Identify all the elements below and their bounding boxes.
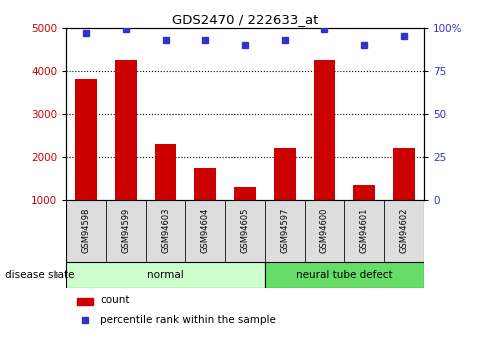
Bar bbox=[195, 168, 216, 200]
Bar bbox=[66, 200, 106, 262]
Text: GSM94605: GSM94605 bbox=[241, 207, 249, 253]
Bar bbox=[154, 144, 176, 200]
Text: count: count bbox=[100, 296, 130, 305]
Title: GDS2470 / 222633_at: GDS2470 / 222633_at bbox=[172, 13, 318, 27]
Bar bbox=[106, 200, 146, 262]
Bar bbox=[185, 200, 225, 262]
Bar bbox=[265, 200, 305, 262]
Bar bbox=[305, 200, 344, 262]
Text: GSM94599: GSM94599 bbox=[121, 207, 130, 253]
Bar bbox=[77, 298, 93, 305]
Bar bbox=[384, 200, 424, 262]
Bar bbox=[115, 60, 137, 200]
Text: percentile rank within the sample: percentile rank within the sample bbox=[100, 315, 276, 325]
Bar bbox=[314, 60, 336, 200]
Text: GSM94602: GSM94602 bbox=[399, 207, 409, 253]
Text: normal: normal bbox=[147, 270, 184, 280]
Text: GSM94598: GSM94598 bbox=[81, 207, 91, 253]
Bar bbox=[274, 148, 295, 200]
Bar bbox=[225, 200, 265, 262]
Text: neural tube defect: neural tube defect bbox=[296, 270, 392, 280]
Bar bbox=[75, 79, 97, 200]
Text: disease state: disease state bbox=[5, 270, 74, 280]
Bar bbox=[353, 185, 375, 200]
Bar bbox=[66, 262, 265, 288]
Text: GSM94601: GSM94601 bbox=[360, 207, 369, 253]
Bar bbox=[146, 200, 185, 262]
Text: GSM94597: GSM94597 bbox=[280, 207, 289, 253]
Text: GSM94603: GSM94603 bbox=[161, 207, 170, 253]
Bar bbox=[344, 200, 384, 262]
Bar bbox=[393, 148, 415, 200]
Text: GSM94600: GSM94600 bbox=[320, 207, 329, 253]
Text: GSM94604: GSM94604 bbox=[201, 207, 210, 253]
Bar bbox=[265, 262, 424, 288]
Bar bbox=[234, 187, 256, 200]
